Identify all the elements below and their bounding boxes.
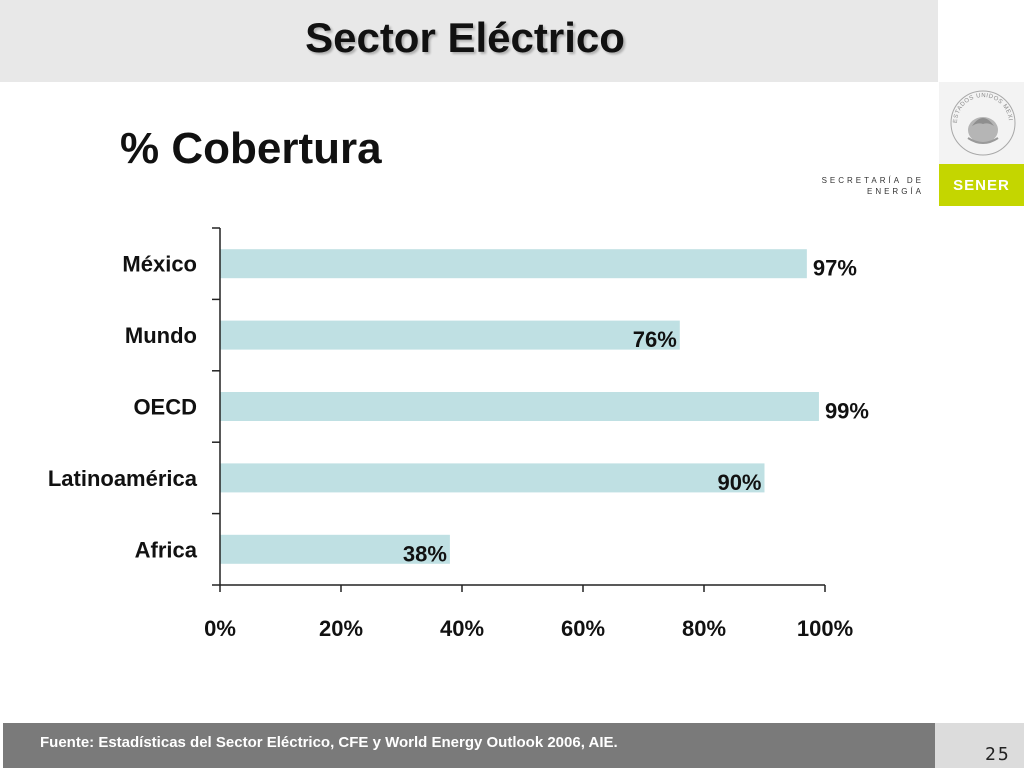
category-label: México [122,252,197,277]
page-number-box [935,723,1024,768]
data-label: 97% [813,256,857,281]
category-label: OECD [133,395,197,420]
coat-of-arms-seal: ESTADOS UNIDOS MEXICANOS [948,88,1016,156]
bar [220,463,765,493]
category-label: Africa [135,537,198,562]
x-tick-label: 0% [204,616,236,641]
header-band [0,0,938,82]
bar [220,249,807,279]
x-tick-label: 20% [319,616,363,641]
bar [220,320,680,350]
x-tick-label: 60% [561,616,605,641]
x-tick-label: 80% [682,616,726,641]
chart-title: % Cobertura [120,124,382,173]
category-label: Latinoamérica [48,466,198,491]
data-label: 38% [403,541,447,566]
page-number: 25 [985,744,1011,765]
bar [220,392,819,421]
data-label: 76% [633,327,677,352]
source-note: Fuente: Estadísticas del Sector Eléctric… [40,734,618,751]
data-label: 99% [825,399,869,424]
x-tick-label: 100% [797,616,853,641]
bar [220,534,450,564]
x-tick-label: 40% [440,616,484,641]
slide-title: Sector Eléctrico [305,14,625,61]
secretaria-label: SECRETARÍA DE ENERGÍA [821,176,924,196]
category-label: Mundo [125,323,197,348]
sener-logo-text: SENER [953,176,1010,194]
sener-logo: SENER [939,164,1024,206]
footer-band [3,723,935,768]
data-label: 90% [717,470,761,495]
